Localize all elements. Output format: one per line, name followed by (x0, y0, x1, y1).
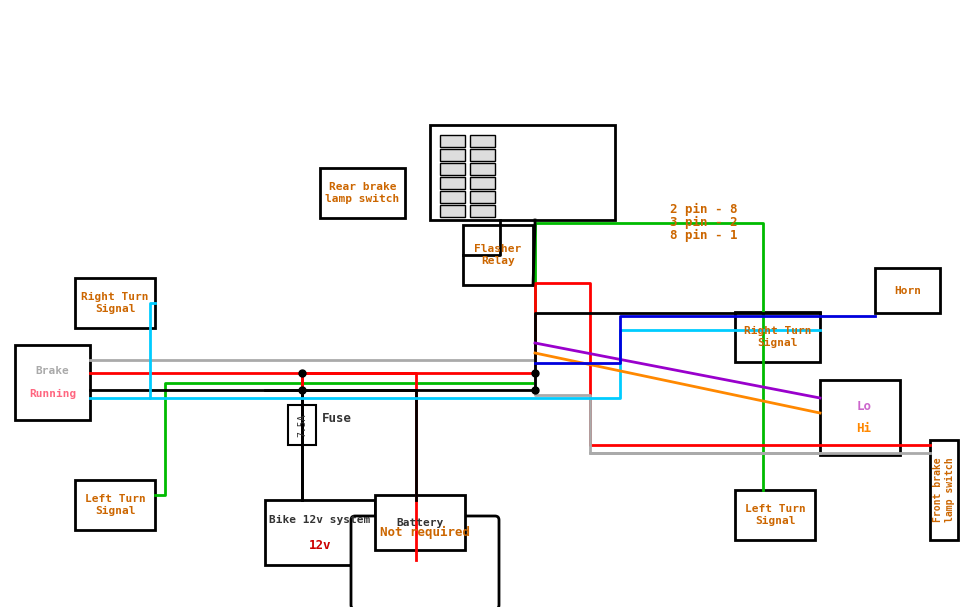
Bar (440, 205, 465, 217)
Text: Brake: Brake (36, 366, 69, 376)
Text: 3 pin - 2: 3 pin - 2 (670, 215, 737, 229)
Bar (440, 163, 465, 175)
Text: Not required: Not required (380, 526, 470, 538)
Text: Fuse: Fuse (322, 412, 352, 424)
Text: Left Turn
Signal: Left Turn Signal (84, 494, 145, 516)
Bar (265, 500, 375, 565)
Text: Hi: Hi (856, 422, 872, 435)
Bar (288, 405, 316, 445)
FancyBboxPatch shape (351, 516, 499, 607)
Bar (470, 177, 495, 189)
Bar (930, 440, 958, 540)
Bar (463, 225, 533, 285)
Text: Flasher
Relay: Flasher Relay (474, 244, 521, 266)
Text: Front brake
lamp switch: Front brake lamp switch (933, 458, 955, 522)
Bar (320, 168, 405, 218)
Text: Battery: Battery (396, 518, 444, 527)
Bar (75, 480, 155, 530)
Text: Rear brake
lamp switch: Rear brake lamp switch (325, 182, 399, 204)
Text: 8 pin - 1: 8 pin - 1 (670, 228, 737, 242)
Text: Running: Running (29, 388, 76, 399)
Bar (470, 135, 495, 147)
Bar (470, 149, 495, 161)
Bar (430, 125, 615, 220)
Bar (440, 135, 465, 147)
Bar (15, 345, 90, 420)
Bar (470, 205, 495, 217)
Bar (440, 177, 465, 189)
Text: Horn: Horn (894, 285, 921, 296)
Bar (470, 163, 495, 175)
Bar (820, 380, 900, 455)
Text: 12v: 12v (309, 539, 331, 552)
Bar (875, 268, 940, 313)
Bar (375, 495, 465, 550)
Text: 2 pin - 8: 2 pin - 8 (670, 203, 737, 215)
Text: 7.5A: 7.5A (297, 413, 307, 437)
Text: Left Turn
Signal: Left Turn Signal (745, 504, 805, 526)
Text: Bike 12v system: Bike 12v system (270, 515, 371, 524)
Bar (440, 191, 465, 203)
Bar (75, 278, 155, 328)
Bar (735, 312, 820, 362)
Bar (735, 490, 815, 540)
Bar (440, 149, 465, 161)
Text: Lo: Lo (856, 400, 872, 413)
Text: Right Turn
Signal: Right Turn Signal (82, 292, 149, 314)
Bar (470, 191, 495, 203)
Text: Right Turn
Signal: Right Turn Signal (744, 326, 811, 348)
